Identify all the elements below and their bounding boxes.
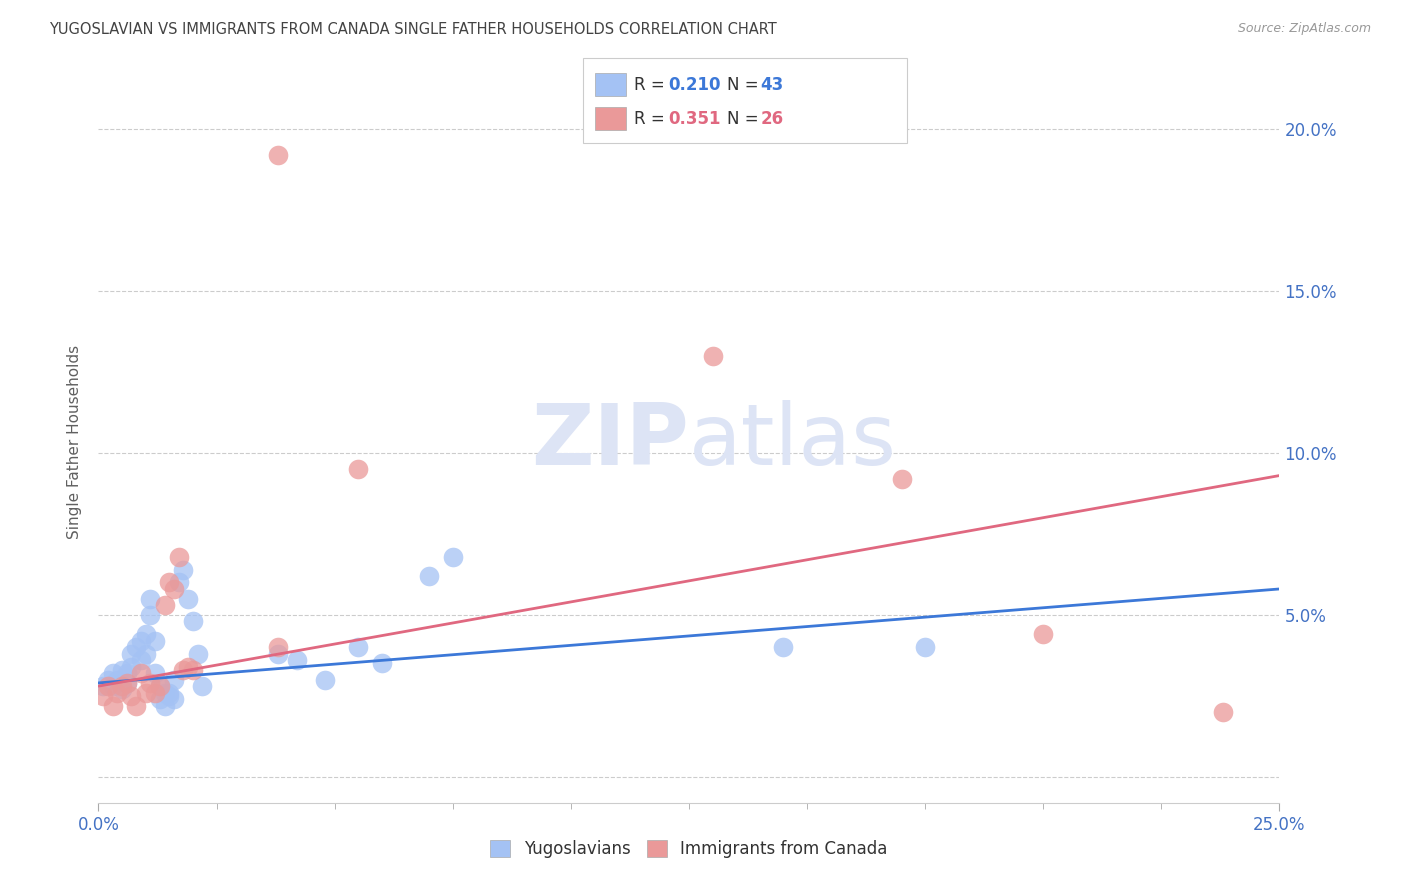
- Point: [177, 659, 200, 673]
- Point: [267, 148, 290, 162]
- Point: [914, 640, 936, 655]
- Point: [111, 679, 134, 693]
- Point: [187, 647, 209, 661]
- Text: 0.210: 0.210: [668, 76, 720, 94]
- Point: [181, 663, 204, 677]
- Point: [101, 698, 124, 713]
- Point: [157, 575, 180, 590]
- Point: [135, 647, 157, 661]
- Point: [157, 689, 180, 703]
- Point: [125, 698, 148, 713]
- Point: [125, 640, 148, 655]
- Point: [129, 666, 152, 681]
- Point: [441, 549, 464, 564]
- Point: [702, 349, 724, 363]
- Point: [91, 689, 114, 703]
- Point: [172, 562, 194, 576]
- Point: [101, 679, 124, 693]
- Point: [121, 659, 143, 673]
- Point: [101, 666, 124, 681]
- Point: [347, 462, 370, 476]
- Text: atlas: atlas: [689, 400, 897, 483]
- Point: [97, 673, 120, 687]
- Point: [149, 679, 172, 693]
- Text: R =: R =: [634, 76, 671, 94]
- Point: [139, 676, 162, 690]
- Text: ZIP: ZIP: [531, 400, 689, 483]
- Point: [105, 686, 128, 700]
- Text: Source: ZipAtlas.com: Source: ZipAtlas.com: [1237, 22, 1371, 36]
- Point: [172, 663, 194, 677]
- Point: [285, 653, 308, 667]
- Point: [121, 689, 143, 703]
- Point: [167, 549, 190, 564]
- Point: [347, 640, 370, 655]
- Point: [153, 598, 176, 612]
- Point: [167, 575, 190, 590]
- Text: 43: 43: [761, 76, 785, 94]
- Point: [111, 682, 134, 697]
- Point: [143, 686, 166, 700]
- Point: [177, 591, 200, 606]
- Point: [149, 679, 172, 693]
- Point: [1212, 705, 1234, 719]
- Text: R =: R =: [634, 110, 671, 128]
- Text: 26: 26: [761, 110, 783, 128]
- Point: [772, 640, 794, 655]
- Point: [181, 615, 204, 629]
- Point: [163, 673, 186, 687]
- Point: [191, 679, 214, 693]
- Text: N =: N =: [727, 76, 763, 94]
- Text: N =: N =: [727, 110, 763, 128]
- Point: [91, 679, 114, 693]
- Point: [105, 673, 128, 687]
- Point: [139, 607, 162, 622]
- Point: [111, 663, 134, 677]
- Point: [115, 676, 138, 690]
- Legend: Yugoslavians, Immigrants from Canada: Yugoslavians, Immigrants from Canada: [482, 832, 896, 867]
- Point: [157, 686, 180, 700]
- Text: 0.351: 0.351: [668, 110, 720, 128]
- Y-axis label: Single Father Households: Single Father Households: [67, 344, 83, 539]
- Point: [314, 673, 336, 687]
- Point: [143, 633, 166, 648]
- Point: [135, 627, 157, 641]
- Point: [153, 698, 176, 713]
- Point: [129, 653, 152, 667]
- Point: [115, 676, 138, 690]
- Point: [97, 679, 120, 693]
- Point: [143, 666, 166, 681]
- Text: YUGOSLAVIAN VS IMMIGRANTS FROM CANADA SINGLE FATHER HOUSEHOLDS CORRELATION CHART: YUGOSLAVIAN VS IMMIGRANTS FROM CANADA SI…: [49, 22, 778, 37]
- Point: [129, 633, 152, 648]
- Point: [418, 569, 440, 583]
- Point: [163, 692, 186, 706]
- Point: [267, 647, 290, 661]
- Point: [149, 692, 172, 706]
- Point: [267, 640, 290, 655]
- Point: [163, 582, 186, 596]
- Point: [153, 686, 176, 700]
- Point: [890, 472, 912, 486]
- Point: [135, 686, 157, 700]
- Point: [371, 657, 394, 671]
- Point: [115, 666, 138, 681]
- Point: [1032, 627, 1054, 641]
- Point: [139, 591, 162, 606]
- Point: [121, 647, 143, 661]
